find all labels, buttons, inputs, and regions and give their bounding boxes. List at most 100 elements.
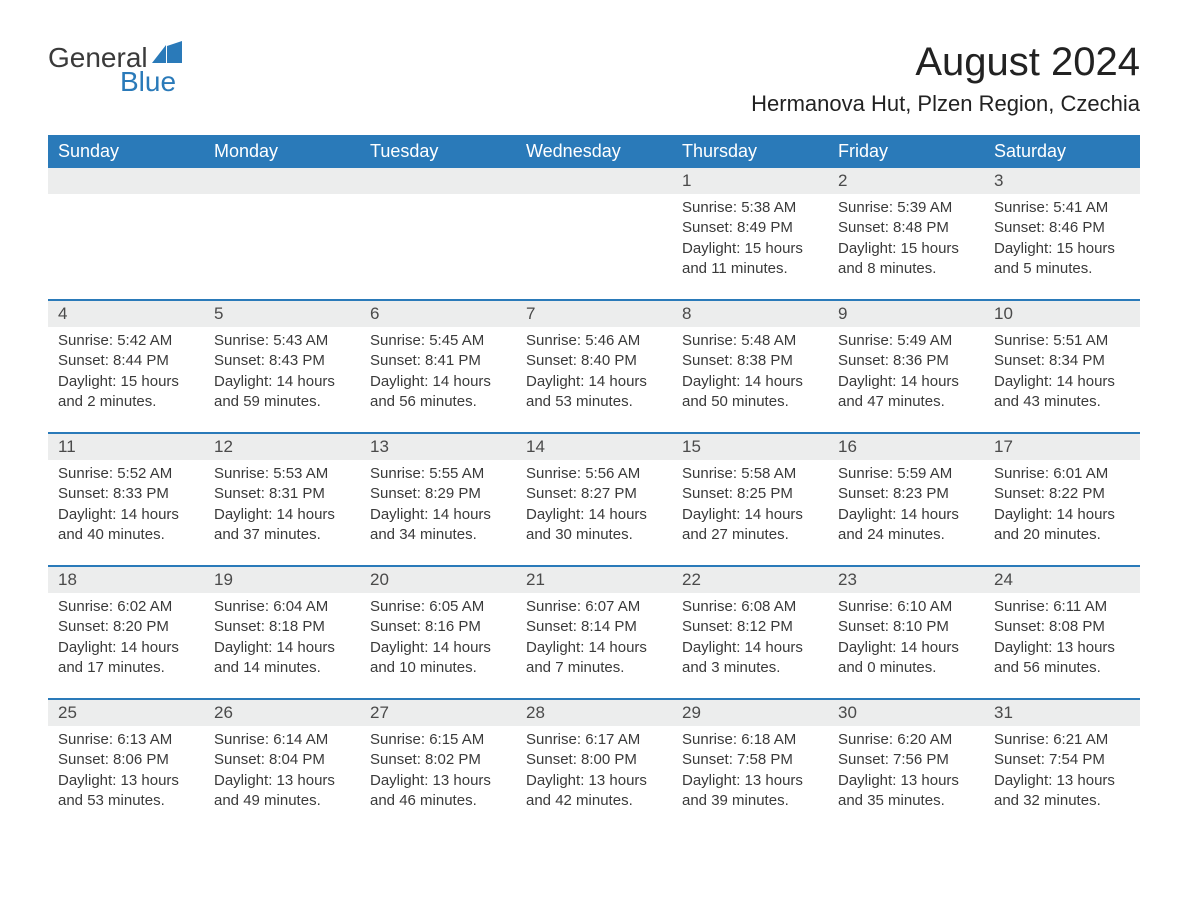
day-body: Sunrise: 5:51 AMSunset: 8:34 PMDaylight:… xyxy=(984,327,1140,422)
day-number: 3 xyxy=(984,168,1140,194)
daylight-text: Daylight: 13 hours and 49 minutes. xyxy=(214,771,350,812)
day-body: Sunrise: 5:53 AMSunset: 8:31 PMDaylight:… xyxy=(204,460,360,555)
sunrise-text: Sunrise: 6:07 AM xyxy=(526,597,662,617)
day-cell: 25Sunrise: 6:13 AMSunset: 8:06 PMDayligh… xyxy=(48,700,204,821)
day-body: Sunrise: 5:48 AMSunset: 8:38 PMDaylight:… xyxy=(672,327,828,422)
daylight-text: Daylight: 14 hours and 7 minutes. xyxy=(526,638,662,679)
day-number: 10 xyxy=(984,301,1140,327)
daylight-text: Daylight: 14 hours and 43 minutes. xyxy=(994,372,1130,413)
day-number: 30 xyxy=(828,700,984,726)
day-body xyxy=(48,194,204,208)
sunrise-text: Sunrise: 6:02 AM xyxy=(58,597,194,617)
day-body: Sunrise: 5:59 AMSunset: 8:23 PMDaylight:… xyxy=(828,460,984,555)
sunset-text: Sunset: 8:44 PM xyxy=(58,351,194,371)
day-cell: 9Sunrise: 5:49 AMSunset: 8:36 PMDaylight… xyxy=(828,301,984,422)
flag-icon xyxy=(152,40,182,68)
daylight-text: Daylight: 14 hours and 50 minutes. xyxy=(682,372,818,413)
day-body: Sunrise: 6:02 AMSunset: 8:20 PMDaylight:… xyxy=(48,593,204,688)
day-cell: 7Sunrise: 5:46 AMSunset: 8:40 PMDaylight… xyxy=(516,301,672,422)
day-number: 17 xyxy=(984,434,1140,460)
sunset-text: Sunset: 8:33 PM xyxy=(58,484,194,504)
brand-line2: Blue xyxy=(120,68,182,96)
day-cell: 17Sunrise: 6:01 AMSunset: 8:22 PMDayligh… xyxy=(984,434,1140,555)
day-cell: 2Sunrise: 5:39 AMSunset: 8:48 PMDaylight… xyxy=(828,168,984,289)
day-number: 20 xyxy=(360,567,516,593)
daylight-text: Daylight: 13 hours and 32 minutes. xyxy=(994,771,1130,812)
day-number: 19 xyxy=(204,567,360,593)
day-body: Sunrise: 5:56 AMSunset: 8:27 PMDaylight:… xyxy=(516,460,672,555)
day-number xyxy=(516,168,672,194)
daylight-text: Daylight: 13 hours and 56 minutes. xyxy=(994,638,1130,679)
sunset-text: Sunset: 8:49 PM xyxy=(682,218,818,238)
sunrise-text: Sunrise: 6:15 AM xyxy=(370,730,506,750)
daylight-text: Daylight: 14 hours and 53 minutes. xyxy=(526,372,662,413)
sunrise-text: Sunrise: 5:43 AM xyxy=(214,331,350,351)
daylight-text: Daylight: 15 hours and 8 minutes. xyxy=(838,239,974,280)
day-cell: 27Sunrise: 6:15 AMSunset: 8:02 PMDayligh… xyxy=(360,700,516,821)
day-cell: 12Sunrise: 5:53 AMSunset: 8:31 PMDayligh… xyxy=(204,434,360,555)
sunrise-text: Sunrise: 5:58 AM xyxy=(682,464,818,484)
day-cell: 16Sunrise: 5:59 AMSunset: 8:23 PMDayligh… xyxy=(828,434,984,555)
day-body: Sunrise: 6:21 AMSunset: 7:54 PMDaylight:… xyxy=(984,726,1140,821)
day-cell: 11Sunrise: 5:52 AMSunset: 8:33 PMDayligh… xyxy=(48,434,204,555)
day-body: Sunrise: 5:55 AMSunset: 8:29 PMDaylight:… xyxy=(360,460,516,555)
day-number: 15 xyxy=(672,434,828,460)
sunrise-text: Sunrise: 5:56 AM xyxy=(526,464,662,484)
day-cell: 13Sunrise: 5:55 AMSunset: 8:29 PMDayligh… xyxy=(360,434,516,555)
sunset-text: Sunset: 8:29 PM xyxy=(370,484,506,504)
day-body: Sunrise: 6:17 AMSunset: 8:00 PMDaylight:… xyxy=(516,726,672,821)
day-number: 21 xyxy=(516,567,672,593)
day-cell: 3Sunrise: 5:41 AMSunset: 8:46 PMDaylight… xyxy=(984,168,1140,289)
day-number: 28 xyxy=(516,700,672,726)
day-number: 26 xyxy=(204,700,360,726)
day-body: Sunrise: 6:13 AMSunset: 8:06 PMDaylight:… xyxy=(48,726,204,821)
day-cell: 30Sunrise: 6:20 AMSunset: 7:56 PMDayligh… xyxy=(828,700,984,821)
weekday-header: Tuesday xyxy=(360,135,516,168)
daylight-text: Daylight: 14 hours and 24 minutes. xyxy=(838,505,974,546)
sunset-text: Sunset: 8:10 PM xyxy=(838,617,974,637)
daylight-text: Daylight: 14 hours and 34 minutes. xyxy=(370,505,506,546)
title-block: August 2024 Hermanova Hut, Plzen Region,… xyxy=(751,40,1140,117)
sunset-text: Sunset: 8:23 PM xyxy=(838,484,974,504)
day-body: Sunrise: 5:46 AMSunset: 8:40 PMDaylight:… xyxy=(516,327,672,422)
sunset-text: Sunset: 7:54 PM xyxy=(994,750,1130,770)
sunset-text: Sunset: 8:00 PM xyxy=(526,750,662,770)
sunset-text: Sunset: 8:18 PM xyxy=(214,617,350,637)
sunset-text: Sunset: 8:08 PM xyxy=(994,617,1130,637)
sunrise-text: Sunrise: 5:45 AM xyxy=(370,331,506,351)
day-body: Sunrise: 6:01 AMSunset: 8:22 PMDaylight:… xyxy=(984,460,1140,555)
day-number: 5 xyxy=(204,301,360,327)
day-body: Sunrise: 6:11 AMSunset: 8:08 PMDaylight:… xyxy=(984,593,1140,688)
daylight-text: Daylight: 14 hours and 30 minutes. xyxy=(526,505,662,546)
sunrise-text: Sunrise: 6:21 AM xyxy=(994,730,1130,750)
day-body: Sunrise: 5:49 AMSunset: 8:36 PMDaylight:… xyxy=(828,327,984,422)
sunset-text: Sunset: 8:02 PM xyxy=(370,750,506,770)
day-body xyxy=(360,194,516,208)
day-body: Sunrise: 5:52 AMSunset: 8:33 PMDaylight:… xyxy=(48,460,204,555)
sunset-text: Sunset: 8:40 PM xyxy=(526,351,662,371)
day-cell: 18Sunrise: 6:02 AMSunset: 8:20 PMDayligh… xyxy=(48,567,204,688)
empty-cell xyxy=(516,168,672,289)
day-number: 4 xyxy=(48,301,204,327)
sunrise-text: Sunrise: 5:46 AM xyxy=(526,331,662,351)
day-cell: 4Sunrise: 5:42 AMSunset: 8:44 PMDaylight… xyxy=(48,301,204,422)
day-number: 29 xyxy=(672,700,828,726)
sunset-text: Sunset: 8:31 PM xyxy=(214,484,350,504)
day-body: Sunrise: 6:08 AMSunset: 8:12 PMDaylight:… xyxy=(672,593,828,688)
weeks-container: 1Sunrise: 5:38 AMSunset: 8:49 PMDaylight… xyxy=(48,168,1140,821)
sunrise-text: Sunrise: 6:08 AM xyxy=(682,597,818,617)
sunrise-text: Sunrise: 5:39 AM xyxy=(838,198,974,218)
sunset-text: Sunset: 7:58 PM xyxy=(682,750,818,770)
day-number xyxy=(204,168,360,194)
day-cell: 22Sunrise: 6:08 AMSunset: 8:12 PMDayligh… xyxy=(672,567,828,688)
day-cell: 28Sunrise: 6:17 AMSunset: 8:00 PMDayligh… xyxy=(516,700,672,821)
day-body: Sunrise: 5:58 AMSunset: 8:25 PMDaylight:… xyxy=(672,460,828,555)
daylight-text: Daylight: 14 hours and 10 minutes. xyxy=(370,638,506,679)
day-cell: 8Sunrise: 5:48 AMSunset: 8:38 PMDaylight… xyxy=(672,301,828,422)
weekday-header: Sunday xyxy=(48,135,204,168)
daylight-text: Daylight: 15 hours and 5 minutes. xyxy=(994,239,1130,280)
day-cell: 31Sunrise: 6:21 AMSunset: 7:54 PMDayligh… xyxy=(984,700,1140,821)
daylight-text: Daylight: 13 hours and 39 minutes. xyxy=(682,771,818,812)
calendar: SundayMondayTuesdayWednesdayThursdayFrid… xyxy=(48,135,1140,821)
weekday-header: Monday xyxy=(204,135,360,168)
